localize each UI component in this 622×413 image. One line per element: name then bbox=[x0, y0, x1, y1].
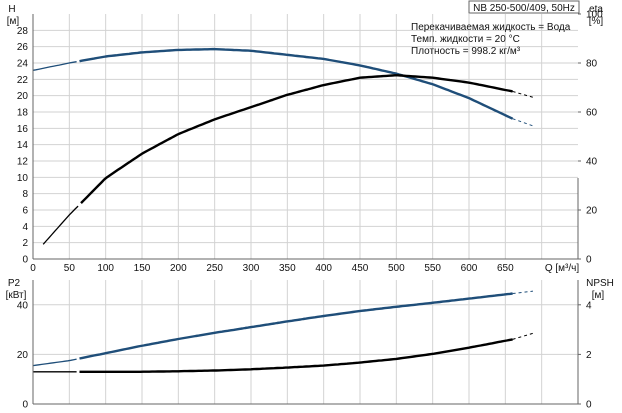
bottom-right-axis-unit: [м] bbox=[592, 290, 605, 301]
curve-0-1-start bbox=[42, 205, 79, 245]
left-tick-label: 20 bbox=[17, 91, 29, 102]
curve-1-0-extension bbox=[512, 290, 534, 295]
top-right-axis-unit: [%] bbox=[589, 16, 604, 27]
left-tick-label: 0 bbox=[22, 255, 28, 266]
frame-layer bbox=[32, 13, 581, 405]
info-line-density: Плотность = 998.2 кг/м³ bbox=[411, 46, 521, 57]
left-tick-label: 40 bbox=[17, 300, 29, 311]
left-tick-label: 16 bbox=[17, 124, 29, 135]
right-tick-label: 60 bbox=[586, 108, 598, 119]
x-tick-label: 500 bbox=[388, 263, 405, 274]
chart-title: NB 250-500/409, 50Hz bbox=[473, 3, 575, 14]
x-tick-label: 350 bbox=[279, 263, 296, 274]
left-tick-label: 14 bbox=[17, 140, 29, 151]
left-tick-label: 0 bbox=[22, 400, 28, 411]
left-tick-label: 28 bbox=[17, 26, 29, 37]
top-right-axis-label: eta bbox=[589, 4, 603, 15]
x-axis-label: Q [м³/ч] bbox=[545, 263, 580, 274]
curve-0-0-extension bbox=[512, 118, 534, 127]
info-line-fluid: Перекачиваемая жидкость = Вода bbox=[411, 22, 571, 33]
curve-1-1-extension bbox=[512, 332, 534, 340]
x-tick-label: 0 bbox=[30, 263, 36, 274]
left-tick-label: 22 bbox=[17, 75, 29, 86]
curve-0-1 bbox=[80, 74, 513, 204]
right-tick-label: 80 bbox=[586, 59, 598, 70]
right-tick-label: 4 bbox=[586, 300, 592, 311]
x-tick-label: 450 bbox=[352, 263, 369, 274]
chart-title-box bbox=[468, 0, 580, 14]
curve-1-0-start bbox=[32, 358, 77, 367]
bottom-left-axis-label: P2 bbox=[8, 278, 21, 289]
curve-layer bbox=[32, 47, 534, 373]
right-tick-label: 20 bbox=[586, 206, 598, 217]
curve-0-0 bbox=[79, 47, 514, 120]
x-tick-label: 50 bbox=[64, 263, 76, 274]
x-tick-label: 400 bbox=[315, 263, 332, 274]
grid-layer bbox=[33, 14, 578, 404]
right-tick-label: 40 bbox=[586, 157, 598, 168]
right-tick-label: 100 bbox=[586, 10, 603, 21]
bottom-left-axis-unit: [кВт] bbox=[6, 290, 27, 301]
left-tick-label: 4 bbox=[22, 222, 28, 233]
x-tick-label: 600 bbox=[461, 263, 478, 274]
right-tick-label: 2 bbox=[586, 350, 592, 361]
top-left-axis-label: H bbox=[8, 4, 15, 15]
x-tick-label: 100 bbox=[97, 263, 114, 274]
left-tick-label: 26 bbox=[17, 42, 29, 53]
curve-0-1-extension bbox=[512, 90, 534, 98]
x-tick-label: 200 bbox=[170, 263, 187, 274]
info-line-temperature: Темп. жидкости = 20 °C bbox=[411, 34, 520, 45]
x-tick-label: 300 bbox=[243, 263, 260, 274]
left-tick-label: 8 bbox=[22, 189, 28, 200]
curve-0-0-start bbox=[32, 61, 77, 71]
x-tick-label: 650 bbox=[497, 263, 514, 274]
curve-1-0 bbox=[79, 292, 513, 360]
left-tick-label: 18 bbox=[17, 108, 29, 119]
bottom-right-axis-label: NPSH bbox=[586, 278, 614, 289]
right-tick-label: 0 bbox=[586, 255, 592, 266]
left-tick-label: 20 bbox=[17, 350, 29, 361]
left-tick-label: 10 bbox=[17, 173, 29, 184]
left-tick-label: 24 bbox=[17, 59, 29, 70]
left-tick-label: 6 bbox=[22, 206, 28, 217]
right-tick-label: 0 bbox=[586, 400, 592, 411]
curve-1-1 bbox=[79, 338, 513, 373]
top-left-axis-unit: [м] bbox=[7, 16, 20, 27]
x-tick-label: 550 bbox=[424, 263, 441, 274]
left-tick-label: 12 bbox=[17, 157, 29, 168]
x-tick-label: 150 bbox=[134, 263, 151, 274]
left-tick-label: 2 bbox=[22, 238, 28, 249]
x-tick-label: 250 bbox=[206, 263, 223, 274]
